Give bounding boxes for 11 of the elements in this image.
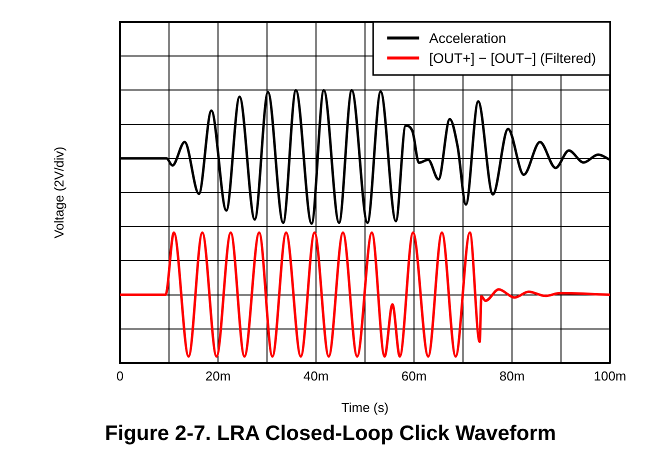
legend-label: [OUT+] − [OUT−] (Filtered)	[429, 50, 596, 66]
x-tick-label: 0	[116, 368, 124, 384]
x-axis-title: Time (s)	[341, 400, 389, 415]
x-tick-label: 80m	[499, 368, 525, 384]
y-axis-title: Voltage (2V/div)	[51, 146, 66, 238]
x-tick-label: 100m	[594, 368, 626, 384]
x-tick-label: 20m	[205, 368, 231, 384]
x-tick-label: 40m	[303, 368, 329, 384]
legend-label: Acceleration	[429, 30, 506, 46]
text: Figure 2-7. LRA Closed-Loop Click Waveform	[104, 422, 558, 446]
x-tick-label: 60m	[401, 368, 427, 384]
